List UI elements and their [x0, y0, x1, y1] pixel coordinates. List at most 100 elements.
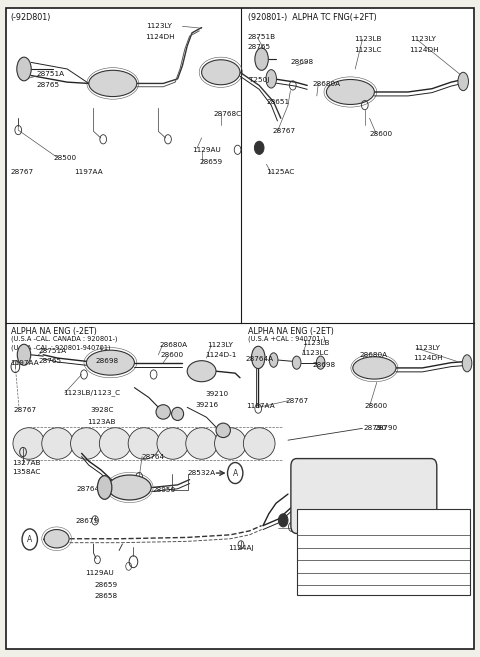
- Text: 28659: 28659: [317, 541, 340, 548]
- Text: 1124DH: 1124DH: [145, 34, 175, 40]
- Text: 39216: 39216: [196, 402, 219, 409]
- Ellipse shape: [462, 355, 472, 372]
- Ellipse shape: [353, 357, 396, 379]
- Ellipse shape: [89, 70, 137, 97]
- Text: 28765: 28765: [36, 81, 59, 88]
- Text: 1123LC: 1123LC: [301, 350, 329, 357]
- Ellipse shape: [292, 356, 301, 369]
- Text: 28658A: 28658A: [317, 529, 345, 535]
- Text: 28658: 28658: [94, 593, 117, 599]
- Ellipse shape: [269, 353, 278, 367]
- Text: 1124DH: 1124DH: [409, 47, 439, 53]
- Text: 1123LB: 1123LB: [302, 340, 330, 346]
- Ellipse shape: [71, 428, 102, 459]
- Text: 28698: 28698: [95, 357, 118, 364]
- Text: ALPHA NA ENG (-2ET): ALPHA NA ENG (-2ET): [11, 327, 96, 336]
- Ellipse shape: [255, 48, 268, 70]
- Text: 28698: 28698: [312, 362, 335, 369]
- Text: 1197AA: 1197AA: [246, 403, 275, 409]
- Ellipse shape: [44, 530, 69, 548]
- Text: 1123LY: 1123LY: [414, 344, 440, 351]
- Text: (-92D801): (-92D801): [11, 13, 51, 22]
- Text: 1197AA: 1197AA: [11, 359, 39, 366]
- Text: 28600: 28600: [365, 403, 388, 409]
- Text: (920801-)  ALPHA TC FNG(+2FT): (920801-) ALPHA TC FNG(+2FT): [248, 13, 376, 22]
- Text: 1129AU: 1129AU: [192, 147, 221, 153]
- Text: A: A: [27, 535, 32, 544]
- Text: 39210: 39210: [205, 391, 228, 397]
- Text: (U.S.A -CAL. CANADA : 920801-): (U.S.A -CAL. CANADA : 920801-): [11, 336, 117, 342]
- Text: A: A: [233, 468, 238, 478]
- Ellipse shape: [215, 428, 246, 459]
- Text: 28659: 28659: [199, 158, 222, 165]
- Ellipse shape: [128, 428, 160, 459]
- Ellipse shape: [172, 407, 184, 420]
- Ellipse shape: [86, 350, 134, 375]
- Text: 1123LB/1123_C: 1123LB/1123_C: [63, 390, 120, 396]
- Text: 1123LY: 1123LY: [146, 23, 172, 30]
- Circle shape: [254, 141, 264, 154]
- Text: (U.S.A +CAL : 940701-): (U.S.A +CAL : 940701-): [248, 336, 325, 342]
- Text: 1124DH: 1124DH: [413, 355, 443, 361]
- Ellipse shape: [326, 79, 374, 104]
- Text: 28767: 28767: [273, 128, 296, 135]
- Text: T250J: T250J: [249, 77, 269, 83]
- Text: 28764: 28764: [77, 486, 100, 493]
- Text: 28651: 28651: [266, 99, 289, 106]
- Ellipse shape: [97, 476, 112, 499]
- Ellipse shape: [42, 428, 73, 459]
- Ellipse shape: [216, 423, 230, 438]
- Ellipse shape: [17, 344, 31, 365]
- Text: 1123LY: 1123LY: [410, 36, 436, 43]
- Ellipse shape: [202, 60, 240, 85]
- Ellipse shape: [99, 428, 131, 459]
- Text: 1129AU: 1129AU: [317, 554, 346, 560]
- Text: 28790: 28790: [364, 424, 387, 431]
- Ellipse shape: [108, 475, 151, 500]
- Text: 1129AU: 1129AU: [85, 570, 114, 576]
- Ellipse shape: [187, 361, 216, 382]
- Text: 28680A: 28680A: [159, 342, 188, 348]
- Ellipse shape: [458, 72, 468, 91]
- Ellipse shape: [17, 57, 31, 81]
- FancyBboxPatch shape: [291, 459, 437, 533]
- Ellipse shape: [266, 70, 276, 88]
- Text: 28600: 28600: [370, 131, 393, 137]
- Text: 28795: 28795: [317, 579, 340, 585]
- Text: 28679: 28679: [76, 518, 99, 524]
- Text: 1123AB: 1123AB: [87, 419, 116, 425]
- Text: 28680A: 28680A: [359, 351, 387, 358]
- Text: 28600: 28600: [161, 352, 184, 359]
- Text: 28659: 28659: [94, 581, 117, 588]
- Ellipse shape: [186, 428, 217, 459]
- Text: 1124D-1: 1124D-1: [205, 352, 237, 359]
- Ellipse shape: [243, 428, 275, 459]
- Text: 28767: 28767: [11, 169, 34, 175]
- Text: 1123LC: 1123LC: [354, 47, 381, 53]
- Text: 28950: 28950: [153, 487, 176, 493]
- Text: 28768C: 28768C: [214, 111, 242, 118]
- Text: 1358AC: 1358AC: [12, 469, 40, 476]
- Text: 28751A: 28751A: [36, 71, 64, 78]
- Text: 28751A: 28751A: [38, 348, 67, 354]
- Text: ALPHA NA ENG (-2ET): ALPHA NA ENG (-2ET): [248, 327, 334, 336]
- Text: 28680A: 28680A: [312, 81, 340, 87]
- Text: 28767: 28767: [13, 407, 36, 413]
- Text: 28532A: 28532A: [187, 470, 216, 476]
- Ellipse shape: [13, 428, 45, 459]
- Text: 28764A: 28764A: [246, 355, 274, 362]
- Text: 28765: 28765: [247, 44, 270, 51]
- Text: 28767: 28767: [286, 397, 309, 404]
- Ellipse shape: [316, 356, 325, 369]
- Text: 28500: 28500: [54, 154, 77, 161]
- Ellipse shape: [252, 346, 265, 369]
- Bar: [297, 509, 470, 595]
- Text: 1125AC: 1125AC: [266, 169, 295, 175]
- Text: 28765: 28765: [38, 358, 61, 365]
- Ellipse shape: [157, 428, 189, 459]
- Text: 1123LY: 1123LY: [207, 342, 233, 348]
- Text: 1327AB: 1327AB: [12, 459, 40, 466]
- Circle shape: [278, 514, 288, 527]
- Text: 1124AJ: 1124AJ: [228, 545, 253, 551]
- Text: (U.S.A -CAL : 920801-940701): (U.S.A -CAL : 920801-940701): [11, 344, 110, 351]
